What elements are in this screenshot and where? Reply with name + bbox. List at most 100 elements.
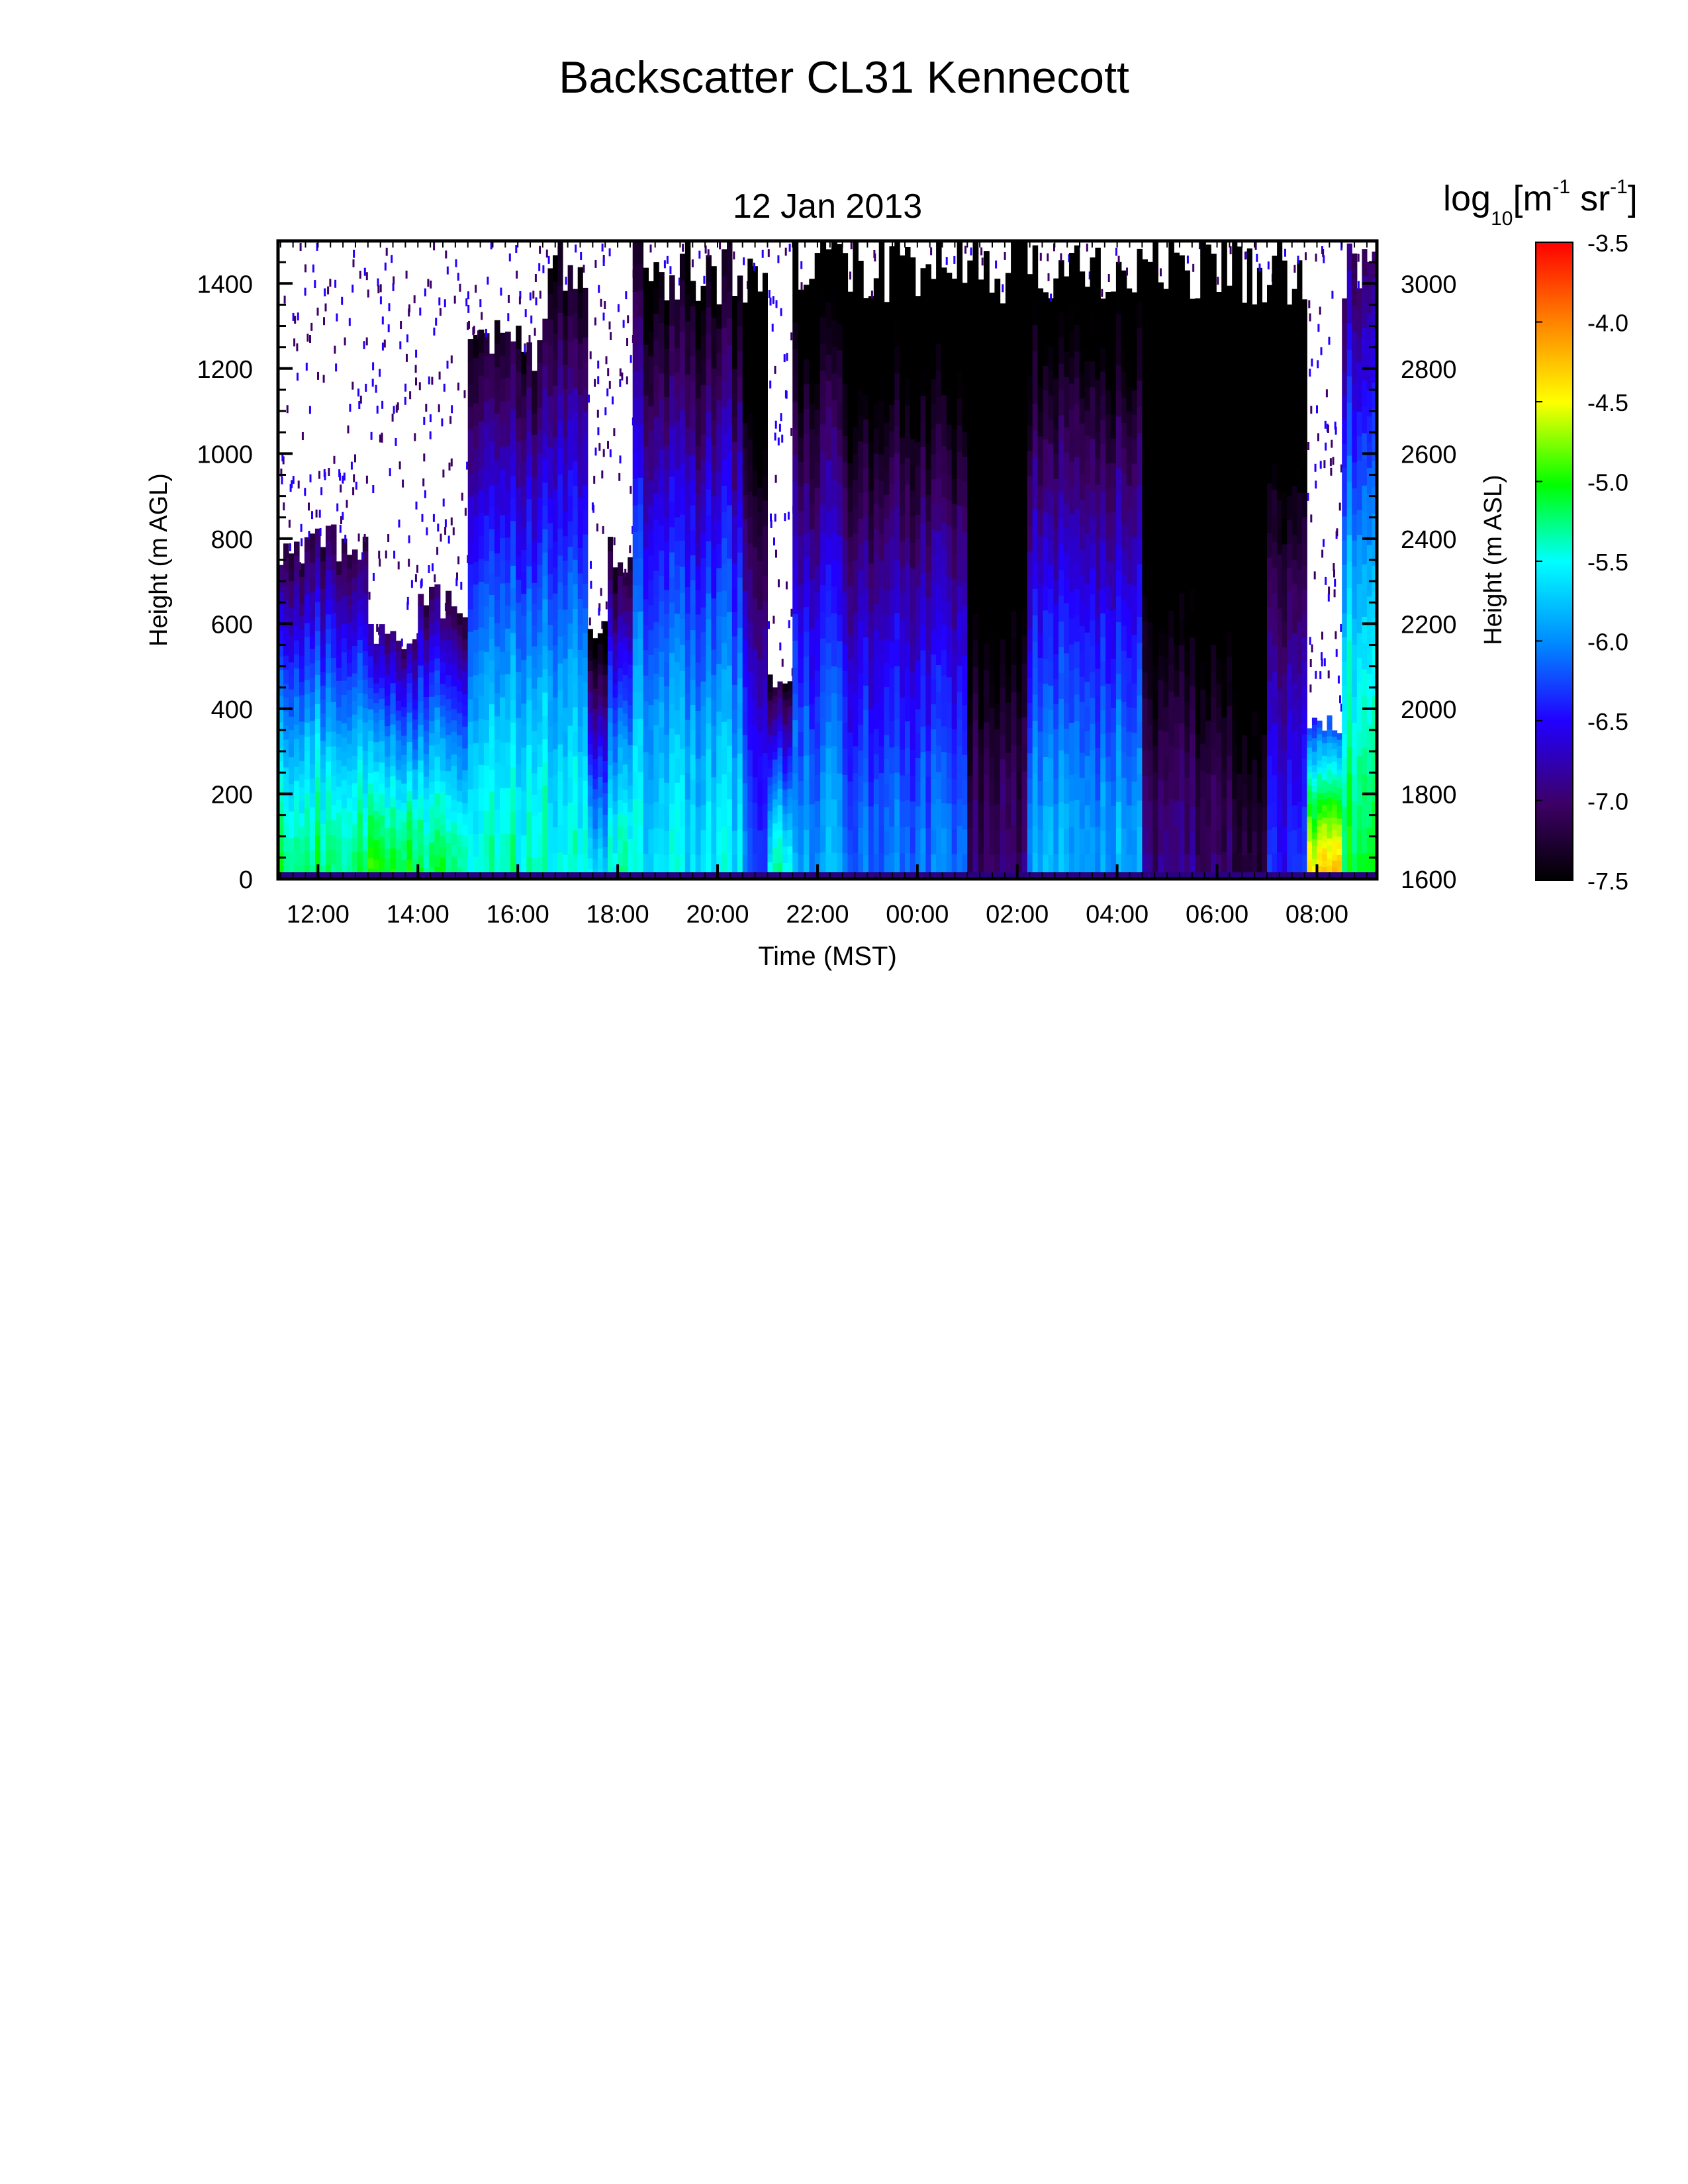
heatmap-cell [798,510,804,536]
heatmap-cell [648,406,654,432]
heatmap-cell [1184,371,1190,398]
heatmap-cell [608,537,614,552]
heatmap-cell [1152,241,1158,266]
heatmap-cell [1227,483,1233,509]
heatmap-cell [1272,723,1278,750]
heatmap-cell [1126,780,1133,806]
heatmap-cell [820,638,827,666]
heatmap-cell [1200,770,1206,798]
heatmap-cell [294,654,300,669]
heatmap-cell [1131,683,1138,709]
heatmap-cell [831,373,837,400]
heatmap-cell [1121,447,1127,474]
heatmap-cell [330,583,337,599]
heatmap-cell [820,241,827,264]
heatmap-cell [884,302,890,327]
heatmap-cell [798,486,804,512]
heatmap-cell [690,355,696,381]
heatmap-cell [664,565,670,590]
heatmap-cell [1272,801,1278,828]
heatmap-cell [910,490,916,517]
heatmap-cell [1048,516,1054,541]
heatmap-cell [532,371,538,392]
heatmap-cell [675,758,680,783]
heatmap-cell [1079,676,1086,702]
heatmap-cell [1272,645,1278,672]
heatmap-cell [283,599,289,614]
heatmap-cell [679,540,686,567]
heatmap-cell [320,630,326,645]
heatmap-cell [1115,390,1122,417]
heatmap-cell [1256,395,1262,422]
heatmap-cell [325,643,332,659]
heatmap-cell [900,645,906,672]
heatmap-cell [1246,511,1252,538]
heatmap-cell [352,549,358,564]
heatmap-cell [1131,316,1138,342]
heatmap-cell [1252,376,1258,401]
heatmap-cell [831,745,837,773]
heatmap-cell [920,649,926,676]
heatmap-cell [931,379,937,404]
heatmap-cell [653,339,659,365]
heatmap-cell [423,844,430,857]
heatmap-cell [873,378,880,404]
heatmap-cell [792,428,799,455]
heatmap-cell [618,733,624,748]
heatmap-cell [900,541,906,568]
heatmap-cell [910,568,916,595]
heatmap-cell [767,717,773,726]
heatmap-cell [900,333,906,360]
heatmap-cell [1147,801,1153,828]
heatmap-cell [1174,644,1180,671]
heatmap-cell [577,293,583,319]
heatmap-cell [1216,610,1222,635]
heatmap-speckle [445,250,447,259]
heatmap-cell [429,794,435,807]
heatmap-cell [462,857,469,869]
heatmap-cell [972,401,979,429]
heatmap-cell [1027,425,1033,451]
heatmap-cell [314,849,321,865]
heatmap-cell [299,642,305,656]
heatmap-cell [767,751,773,760]
heatmap-cell [1262,446,1268,471]
heatmap-cell [1256,267,1262,294]
heatmap-cell [762,475,768,501]
heatmap-speckle [309,335,311,343]
heatmap-cell [390,754,397,766]
heatmap-cell [873,653,880,679]
heatmap-cell [406,672,413,684]
heatmap-cell [1184,498,1190,525]
heatmap-cell [910,671,916,698]
heatmap-cell [1011,241,1017,263]
heatmap-cell [516,809,522,833]
heatmap-cell [716,543,722,569]
heatmap-cell [563,805,569,831]
heatmap-cell [675,589,680,614]
heatmap-cell [803,408,810,434]
heatmap-speckle [359,271,361,279]
heatmap-cell [695,325,702,350]
heatmap-cell [500,537,506,561]
heatmap-cell [773,711,778,720]
heatmap-cell [622,598,628,612]
heatmap-cell [567,469,573,496]
heatmap-cell [1115,339,1122,365]
heatmap-cell [946,348,953,375]
heatmap-cell [362,807,369,823]
heatmap-cell [773,743,778,752]
heatmap-cell [553,541,559,568]
heatmap-cell [289,608,295,622]
heatmap-speckle [515,245,518,253]
heatmap-cell [521,374,527,396]
heatmap-speckle [1039,252,1042,261]
heatmap-speckle [743,257,745,265]
heatmap-cell [330,775,337,791]
heatmap-speckle [395,404,398,413]
heatmap-speckle [335,363,338,372]
heatmap-cell [516,741,522,764]
heatmap-cell [362,764,369,780]
heatmap-speckle [1217,277,1219,285]
heatmap-cell [878,454,885,481]
